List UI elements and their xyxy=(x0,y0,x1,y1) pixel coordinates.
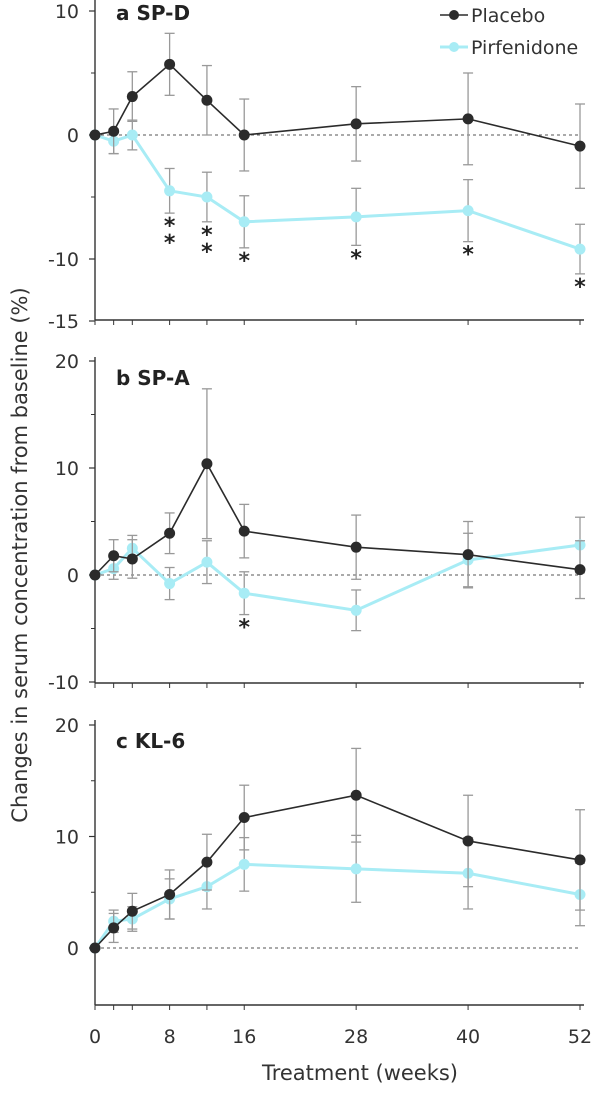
data-point xyxy=(574,564,586,576)
significance-marker: * xyxy=(164,231,176,256)
x-tick-label: 16 xyxy=(232,1026,256,1048)
data-point xyxy=(126,129,138,141)
y-tick-label: -10 xyxy=(48,249,79,271)
y-axis-title: Changes in serum concentration from base… xyxy=(8,287,32,822)
data-point xyxy=(201,191,213,203)
x-tick-label: 0 xyxy=(89,1026,101,1048)
panel-label: a SP-D xyxy=(116,1,190,25)
data-point xyxy=(108,125,120,137)
data-point xyxy=(238,587,250,599)
significance-marker: * xyxy=(238,616,250,641)
data-point xyxy=(164,58,176,70)
data-point xyxy=(238,812,250,824)
x-axis-title: Treatment (weeks) xyxy=(261,1061,458,1085)
y-tick-label: -15 xyxy=(48,311,79,333)
y-tick-label: 10 xyxy=(55,458,79,480)
data-point xyxy=(238,858,250,870)
x-tick-label: 8 xyxy=(164,1026,176,1048)
significance-marker: * xyxy=(164,214,176,239)
data-point xyxy=(201,458,213,470)
y-tick-label: 0 xyxy=(67,125,79,147)
data-point xyxy=(574,854,586,866)
series-line xyxy=(94,462,581,576)
data-point xyxy=(574,140,586,152)
data-point xyxy=(462,835,474,847)
y-tick-label: 10 xyxy=(55,827,79,849)
x-tick-label: 28 xyxy=(344,1026,368,1048)
data-point xyxy=(462,549,474,561)
data-point xyxy=(350,789,362,801)
data-point xyxy=(126,91,138,103)
series-pirfenidone xyxy=(89,119,586,275)
panel-b: 20 10 0 -10 b SP-A * xyxy=(48,351,586,694)
data-point xyxy=(89,129,101,141)
data-point xyxy=(350,604,362,616)
y-tick-label: -10 xyxy=(48,672,79,694)
y-tick-label: 0 xyxy=(67,565,79,587)
series-pirfenidone xyxy=(89,516,586,632)
data-point xyxy=(238,216,250,228)
data-point xyxy=(201,556,213,568)
data-point xyxy=(108,550,120,562)
data-point xyxy=(89,942,101,954)
series-line xyxy=(94,63,581,147)
data-point xyxy=(164,578,176,590)
series-line xyxy=(93,862,581,949)
legend-placebo-marker xyxy=(449,10,459,20)
data-point xyxy=(350,211,362,223)
significance-marker: * xyxy=(574,275,586,300)
series-line xyxy=(94,543,581,612)
x-tick-label: 52 xyxy=(568,1026,592,1048)
data-point xyxy=(238,525,250,537)
data-point xyxy=(164,527,176,539)
data-point xyxy=(574,243,586,255)
data-point xyxy=(164,888,176,900)
series-line xyxy=(94,794,581,949)
panel-label: b SP-A xyxy=(116,366,190,390)
data-point xyxy=(201,94,213,106)
data-point xyxy=(126,905,138,917)
legend-pirfenidone-marker xyxy=(449,42,459,52)
y-tick-label: 10 xyxy=(55,1,79,23)
data-point xyxy=(462,113,474,125)
significance-marker: * xyxy=(201,223,213,248)
significance-marker: * xyxy=(201,240,213,265)
significance-marker: * xyxy=(350,246,362,271)
data-point xyxy=(164,185,176,197)
significance-marker: * xyxy=(238,249,250,274)
y-tick-label: 0 xyxy=(67,938,79,960)
panel-c: 20 10 0 c KL-6 0 8 16 28 40 52 xyxy=(55,715,592,1048)
data-point xyxy=(350,118,362,130)
x-tick-label: 40 xyxy=(456,1026,480,1048)
legend-placebo-label: Placebo xyxy=(471,5,545,27)
series-placebo xyxy=(89,32,586,189)
legend-pirfenidone-label: Pirfenidone xyxy=(471,37,578,59)
series-pirfenidone xyxy=(89,834,586,954)
data-point xyxy=(238,129,250,141)
series-placebo xyxy=(89,388,586,600)
y-tick-label: 20 xyxy=(55,715,79,737)
data-point xyxy=(350,863,362,875)
data-point xyxy=(89,569,101,581)
panel-a: 100-10-15a SP-D** ** * * ** xyxy=(48,0,586,333)
legend: Placebo Pirfenidone xyxy=(440,5,578,59)
series-placebo xyxy=(89,747,586,954)
data-point xyxy=(462,205,474,217)
data-point xyxy=(350,541,362,553)
data-point xyxy=(108,922,120,934)
panel-label: c KL-6 xyxy=(116,729,185,753)
y-tick-label: 20 xyxy=(55,351,79,373)
data-point xyxy=(126,553,138,565)
data-point xyxy=(201,856,213,868)
significance-marker: * xyxy=(462,243,474,268)
